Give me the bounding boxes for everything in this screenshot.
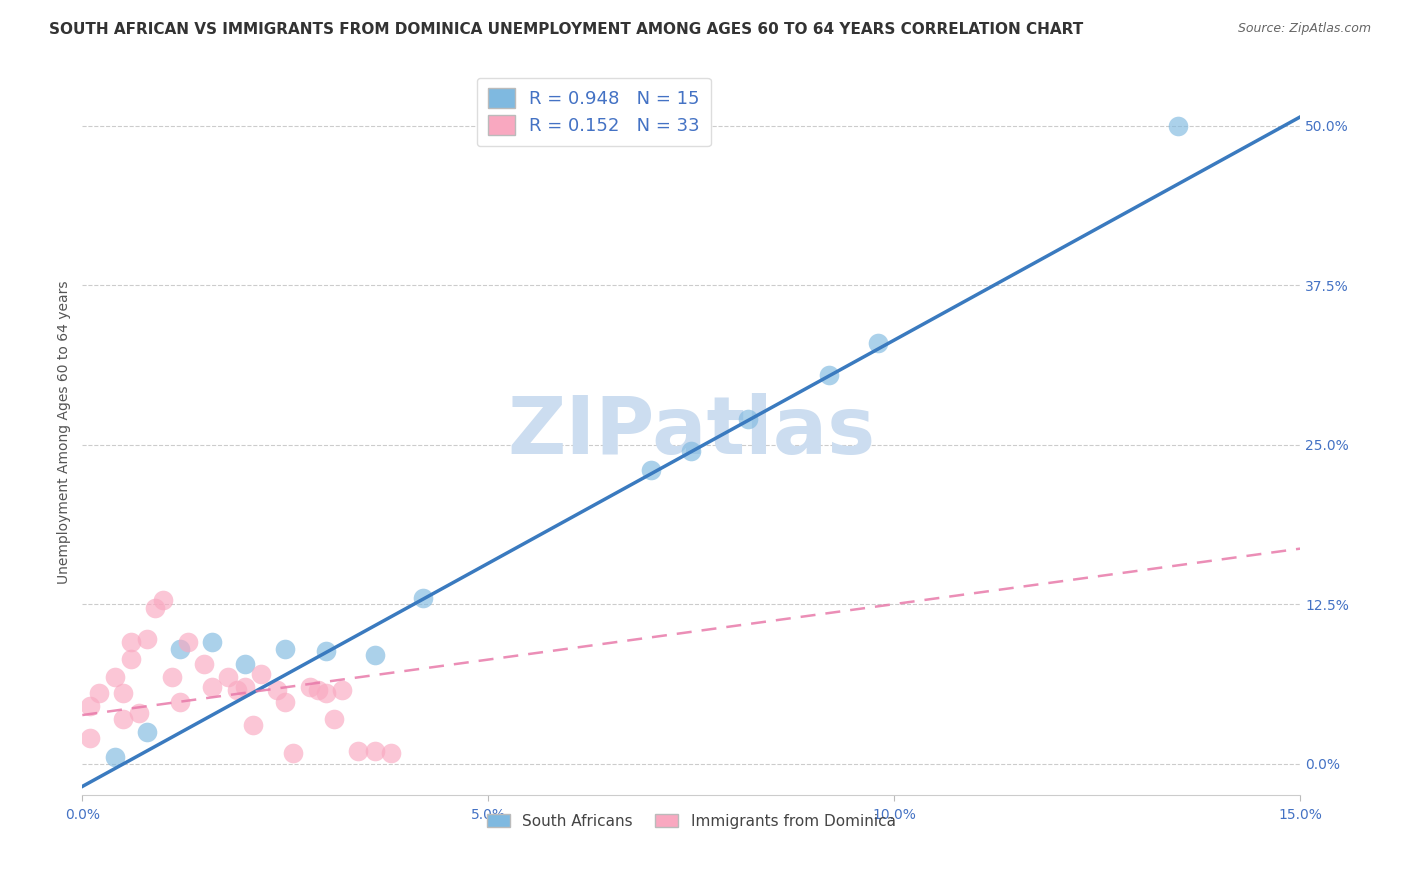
Point [323, 712, 346, 726]
Point [160, 670, 183, 684]
Point [201, 635, 224, 649]
Point [315, 644, 337, 658]
Point [412, 591, 434, 605]
Point [315, 686, 337, 700]
Point [274, 641, 297, 656]
Point [298, 680, 321, 694]
Text: ZIPatlas: ZIPatlas [508, 393, 876, 471]
Point [242, 718, 264, 732]
Point [79, 731, 101, 745]
Point [380, 747, 402, 761]
Point [250, 667, 273, 681]
Text: Source: ZipAtlas.com: Source: ZipAtlas.com [1237, 22, 1371, 36]
Point [104, 750, 127, 764]
Point [1167, 119, 1189, 133]
Point [87, 686, 110, 700]
Point [274, 695, 297, 709]
Point [307, 682, 329, 697]
Point [640, 463, 662, 477]
Point [233, 657, 256, 671]
Point [201, 680, 224, 694]
Point [330, 682, 353, 697]
Point [217, 670, 239, 684]
Y-axis label: Unemployment Among Ages 60 to 64 years: Unemployment Among Ages 60 to 64 years [58, 280, 72, 583]
Point [136, 632, 159, 646]
Point [193, 657, 215, 671]
Point [737, 412, 759, 426]
Point [283, 747, 305, 761]
Text: SOUTH AFRICAN VS IMMIGRANTS FROM DOMINICA UNEMPLOYMENT AMONG AGES 60 TO 64 YEARS: SOUTH AFRICAN VS IMMIGRANTS FROM DOMINIC… [49, 22, 1084, 37]
Point [225, 682, 247, 697]
Point [347, 744, 370, 758]
Point [266, 682, 288, 697]
Point [120, 652, 142, 666]
Point [363, 648, 385, 662]
Point [233, 680, 256, 694]
Point [128, 706, 150, 720]
Legend: South Africans, Immigrants from Dominica: South Africans, Immigrants from Dominica [481, 808, 901, 835]
Point [79, 699, 101, 714]
Point [111, 686, 134, 700]
Point [866, 335, 889, 350]
Point [136, 724, 159, 739]
Point [169, 641, 191, 656]
Point [177, 635, 200, 649]
Point [152, 593, 174, 607]
Point [104, 670, 127, 684]
Point [169, 695, 191, 709]
Point [111, 712, 134, 726]
Point [363, 744, 385, 758]
Point [143, 601, 166, 615]
Point [120, 635, 142, 649]
Point [818, 368, 841, 382]
Point [681, 444, 703, 458]
